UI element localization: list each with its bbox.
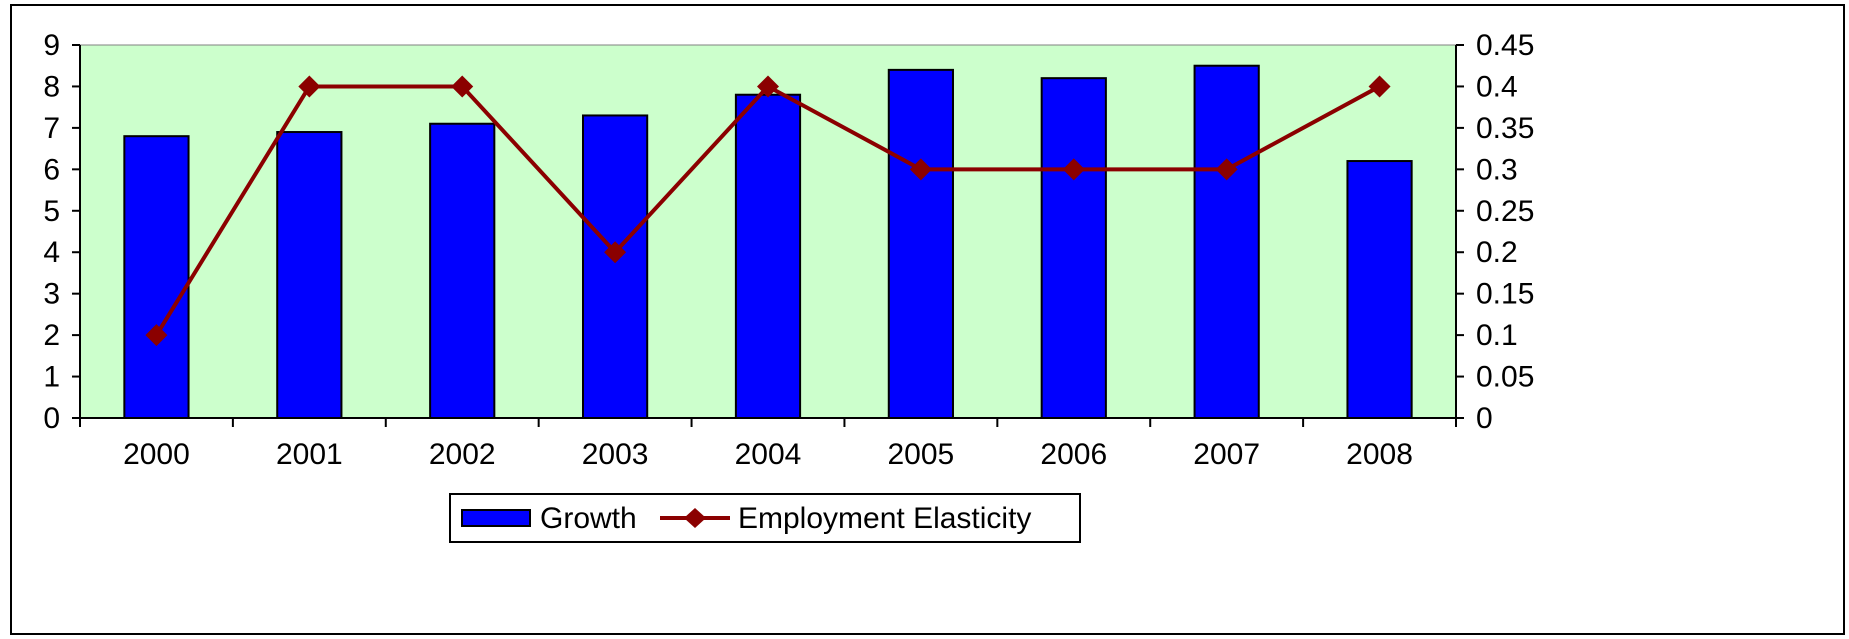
legend-swatch-elasticity-marker <box>684 508 706 528</box>
growth-bars <box>123 64 1413 420</box>
axes: 0 1 2 3 4 5 6 7 8 9 0 0.05 0.1 0.15 0.2 0.25 0.3 0.35 0.4 0… <box>43 29 1534 471</box>
y-right-tick-label: 0.3 <box>1476 153 1518 186</box>
bar-growth-2006 <box>1040 77 1107 419</box>
y-left-tick-label: 8 <box>43 70 60 103</box>
bar-growth-2003 <box>582 114 649 420</box>
legend-box <box>449 493 1081 543</box>
y-left-tick-label: 0 <box>43 402 60 435</box>
y-left-tick-label: 4 <box>43 236 60 269</box>
y-left-tick-label: 3 <box>43 278 60 311</box>
marker-elasticity-2000 <box>145 324 168 347</box>
y-left-tick-label: 1 <box>43 361 60 394</box>
x-tick-label-2007: 2007 <box>1193 438 1260 471</box>
marker-elasticity-2004 <box>757 75 779 98</box>
y-left-tick-label: 9 <box>43 29 60 62</box>
x-tick-label-2004: 2004 <box>735 438 802 471</box>
bar-growth-2005 <box>887 68 954 420</box>
y-left-tick-label: 6 <box>43 153 60 186</box>
x-tick-label-2002: 2002 <box>429 438 496 471</box>
legend-swatch-growth <box>461 509 531 527</box>
y-left-tick-label: 7 <box>43 112 60 145</box>
y-left-tick-label: 5 <box>43 195 60 228</box>
bar-growth-2004 <box>734 93 802 419</box>
marker-elasticity-2006 <box>1062 158 1085 181</box>
marker-elasticity-2005 <box>909 158 932 181</box>
x-tick-label-2003: 2003 <box>582 438 649 471</box>
y-right-tick-label: 0.2 <box>1476 236 1518 269</box>
x-tick-label-2005: 2005 <box>888 438 955 471</box>
marker-elasticity-2003 <box>604 241 627 264</box>
bar-growth-2000 <box>123 135 190 419</box>
y-right-tick-label: 0.15 <box>1476 278 1534 311</box>
y-right-tick-label: 0.4 <box>1476 70 1518 103</box>
marker-elasticity-2008 <box>1368 75 1391 98</box>
elasticity-line-layer <box>145 75 1391 347</box>
y-right-tick-label: 0.25 <box>1476 195 1534 228</box>
marker-elasticity-2001 <box>298 75 321 98</box>
y-left-tick-label: 2 <box>43 319 60 352</box>
legend: Growth Employment Elasticity <box>449 493 1081 543</box>
y-right-tick-label: 0 <box>1476 402 1493 435</box>
bar-growth-2007 <box>1193 64 1260 419</box>
y-right-tick-label: 0.45 <box>1476 29 1534 62</box>
bar-growth-2008 <box>1346 160 1413 419</box>
x-tick-label-2001: 2001 <box>276 438 343 471</box>
bar-growth-2002 <box>429 122 496 420</box>
legend-label-growth: Growth <box>540 502 637 535</box>
legend-label-elasticity: Employment Elasticity <box>738 502 1031 535</box>
x-tick-label-2006: 2006 <box>1040 438 1107 471</box>
x-tick-label-2008: 2008 <box>1346 438 1413 471</box>
y-right-tick-label: 0.35 <box>1476 112 1534 145</box>
x-tick-label-2000: 2000 <box>123 438 190 471</box>
marker-elasticity-2007 <box>1215 158 1238 181</box>
y-right-tick-label: 0.05 <box>1476 361 1534 394</box>
bar-growth-2001 <box>276 131 343 419</box>
marker-elasticity-2002 <box>451 75 474 98</box>
y-right-tick-label: 0.1 <box>1476 319 1518 352</box>
